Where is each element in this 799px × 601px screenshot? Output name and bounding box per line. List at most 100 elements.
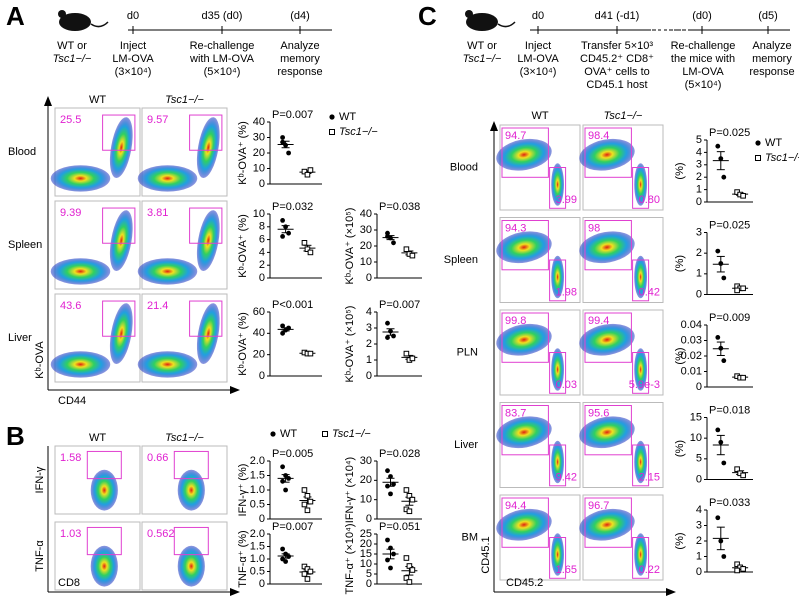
flow-plot [141,521,228,591]
column-header: WT [531,110,548,122]
gate [102,207,136,244]
y-tick-label: 1.5 [250,540,265,552]
gate-value: 99.4 [588,315,609,327]
ko-point [406,508,413,515]
gate [189,300,223,337]
row-label: Blood [8,146,36,158]
group-label: Tsc1−/− [463,53,502,65]
panel-label: B [6,421,25,451]
y-tick-label: 5 [696,453,702,465]
gate [549,537,567,579]
ko-point [409,252,416,259]
row-axis-label: IFN-γ [34,466,46,493]
p-value: P=0.018 [709,404,750,416]
density-blob [634,440,647,484]
wt-point [280,546,285,552]
ko-point [307,350,314,357]
p-value: P=0.007 [379,299,420,311]
flow-plot [496,217,581,303]
density-blob [496,138,552,171]
gate [549,352,567,394]
p-value: P=0.007 [272,109,313,121]
y-axis-title: Kᵇ-OVA⁺ (%) [237,214,249,278]
group-label: WT or [467,40,497,52]
y-axis-title: Kᵇ-OVA⁺ (×10⁵) [344,306,356,383]
y-tick-label: 40 [360,208,372,220]
y-tick-label: 6 [259,234,265,246]
group-label: Tsc1−/− [53,53,92,65]
density-blob [109,117,133,178]
gate [189,114,223,151]
y-tick-label: 0.5 [250,498,265,510]
gate-value: 1.98 [556,286,577,298]
wt-point [283,487,288,493]
ko-point [304,507,311,514]
y-tick-label: 0.5 [250,565,265,577]
y-tick-label: 10 [253,162,265,174]
y-tick-label: 0 [696,288,702,300]
y-tick-label: 2.0 [250,528,265,540]
timeline-day: (d5) [758,10,778,22]
y-tick-label: 1.0 [250,553,265,565]
y-tick-label: 1.5 [250,469,265,481]
y-tick-label: 30 [360,455,372,467]
column-header: WT [89,432,106,444]
flow-plot [496,402,581,488]
y-axis-title: Kᵇ-OVA⁺ (%) [237,312,249,376]
timeline-step: LM-OVA [517,53,559,65]
gate [501,127,549,178]
wt-point [385,335,390,340]
wt-point [718,538,724,544]
y-tick-label: 0 [696,196,702,208]
p-value: P=0.038 [379,201,420,213]
wt-point [286,230,291,236]
timeline-day: d0 [532,10,544,22]
y-axis-title: (%) [674,440,686,457]
gate-value: 0.22 [639,564,660,576]
y-tick-label: 1.0 [250,484,265,496]
gate-value: 0.66 [147,452,168,464]
gate-value: 98 [588,222,600,234]
wt-point [721,275,727,281]
wt-point [388,491,393,497]
wt-point [280,135,285,140]
density-blob [137,258,198,285]
density-blob [137,351,198,378]
density-blob [137,165,198,192]
timeline-step: Re-challenge [671,40,736,52]
wt-point [388,565,393,571]
wt-point [385,557,390,563]
y-tick-label: 10 [360,494,372,506]
wt-point [721,460,727,466]
arrow-head [44,96,52,106]
timeline-step: memory [280,53,320,65]
y-tick-label: 1 [696,268,702,280]
gate-value: 83.7 [505,407,526,419]
timeline-step: CD45.1 host [586,79,647,91]
timeline-step: (3×10⁴) [520,66,557,78]
ko-point [734,287,740,294]
timeline-step: (5×10⁴) [685,79,722,91]
y-tick-label: 0.04 [681,319,702,331]
gate-value: 1.65 [556,564,577,576]
gate [584,497,632,548]
timeline-day: (d4) [290,10,310,22]
y-axis-title: (%) [674,347,686,364]
y-tick-label: 1 [696,184,702,196]
flow-plot [141,445,228,515]
wt-point [715,248,721,254]
row-label: Liver [454,439,478,451]
density-blob [551,163,564,206]
density-blob [579,231,635,264]
y-tick-label: 2 [696,535,702,547]
y-tick-label: 0 [259,578,265,590]
timeline-day: d35 (d0) [202,10,243,22]
timeline-day: (d0) [692,10,712,22]
y-tick-label: 0.01 [681,365,702,377]
ko-point [406,563,413,569]
gate [102,114,136,151]
flow-plot [579,124,664,211]
y-tick-label: 30 [360,224,372,236]
timeline-step: (3×10⁴) [115,66,152,78]
